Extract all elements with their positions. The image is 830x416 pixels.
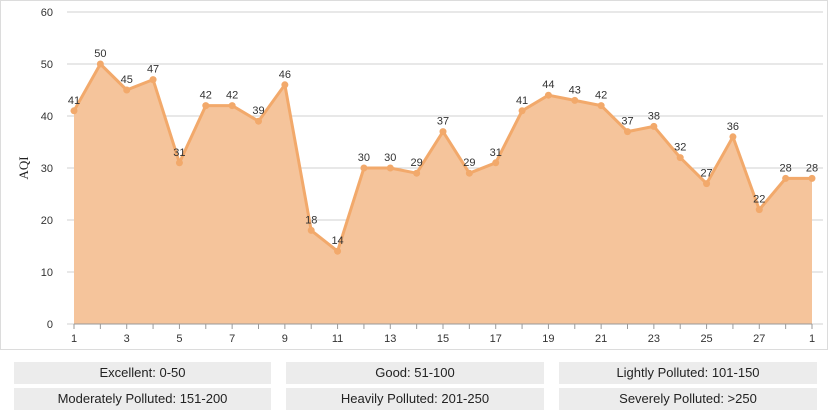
data-point: [465, 169, 473, 177]
y-tick-label: 40: [41, 111, 53, 123]
data-label: 27: [700, 168, 712, 180]
legend-severely-polluted: Severely Polluted: >250: [559, 388, 817, 410]
data-label: 41: [68, 95, 80, 107]
legend-lightly-polluted: Lightly Polluted: 101-150: [559, 362, 817, 384]
data-point: [96, 60, 104, 68]
data-point: [202, 102, 210, 110]
x-tick-label: 9: [282, 333, 288, 345]
data-label: 22: [753, 194, 765, 206]
data-point: [307, 226, 315, 234]
x-tick-label: 3: [124, 333, 130, 345]
data-label: 29: [463, 157, 475, 169]
data-label: 18: [305, 214, 317, 226]
data-point: [360, 164, 368, 172]
y-tick-label: 50: [41, 59, 53, 71]
data-label: 32: [674, 142, 686, 154]
data-point: [334, 247, 342, 255]
data-label: 31: [490, 147, 502, 159]
x-tick-label: 5: [176, 333, 182, 345]
y-tick-label: 0: [47, 319, 53, 331]
data-point: [175, 159, 183, 167]
data-point: [386, 164, 394, 172]
data-label: 28: [806, 162, 818, 174]
data-label: 42: [226, 90, 238, 102]
legend-good: Good: 51-100: [286, 362, 544, 384]
x-tick-label: 23: [648, 333, 660, 345]
data-point: [624, 128, 631, 136]
data-point: [650, 122, 658, 130]
legend-heavily-polluted: Heavily Polluted: 201-250: [286, 388, 544, 410]
data-point: [255, 117, 262, 125]
data-point: [571, 96, 579, 104]
data-label: 44: [542, 79, 554, 91]
data-point: [729, 133, 737, 141]
data-point: [228, 102, 236, 110]
x-tick-label: 25: [700, 333, 712, 345]
data-label: 36: [727, 121, 739, 133]
data-point: [281, 81, 289, 89]
data-label: 39: [252, 105, 264, 117]
data-point: [492, 159, 500, 167]
data-label: 37: [621, 116, 633, 128]
data-point: [676, 154, 684, 162]
x-tick-label: 15: [437, 333, 449, 345]
x-tick-label: 11: [332, 333, 343, 345]
y-tick-label: 60: [41, 7, 53, 19]
data-label: 38: [648, 110, 660, 122]
data-label: 42: [200, 90, 212, 102]
data-label: 37: [437, 116, 449, 128]
x-tick-label: 21: [595, 333, 607, 345]
y-tick-label: 20: [41, 215, 53, 227]
y-tick-label: 30: [41, 163, 53, 175]
data-point: [413, 169, 421, 177]
chart-frame: 0 10 20 30 40 50 60 AQI 1 3 5 7 9 11 13 15 17 19 21 23 25 27 1…: [0, 0, 828, 350]
data-label: 50: [94, 48, 106, 60]
x-tick-label: 13: [384, 333, 396, 345]
data-point: [70, 107, 78, 115]
x-tick-label: 1: [809, 333, 815, 345]
data-label: 43: [569, 84, 581, 96]
data-point: [544, 91, 552, 99]
data-label: 42: [595, 90, 607, 102]
x-tick-label: 7: [229, 333, 235, 345]
data-point: [597, 102, 605, 110]
data-point: [782, 174, 790, 182]
data-label: 41: [516, 95, 528, 107]
data-label: 46: [279, 69, 291, 81]
data-label: 14: [331, 235, 343, 247]
legend-moderately-polluted: Moderately Polluted: 151-200: [14, 388, 271, 410]
x-tick-label: 27: [753, 333, 765, 345]
data-point: [123, 86, 131, 94]
area-fill: [74, 64, 812, 324]
y-tick-label: 10: [41, 267, 53, 279]
data-label: 30: [358, 152, 370, 164]
data-point: [755, 206, 763, 214]
data-label: 31: [173, 147, 185, 159]
x-tick-label: 17: [490, 333, 502, 345]
data-label: 28: [780, 162, 792, 174]
data-point: [808, 174, 816, 182]
y-axis-label: AQI: [16, 156, 31, 179]
data-point: [149, 76, 157, 84]
legend-excellent: Excellent: 0-50: [14, 362, 271, 384]
data-label: 45: [121, 74, 133, 86]
data-point: [518, 107, 526, 115]
data-label: 30: [384, 152, 396, 164]
data-label: 29: [411, 157, 423, 169]
data-point: [439, 128, 447, 136]
data-label: 47: [147, 64, 159, 76]
data-point: [703, 180, 711, 188]
x-tick-label: 1: [71, 333, 77, 345]
x-tick-label: 19: [542, 333, 554, 345]
